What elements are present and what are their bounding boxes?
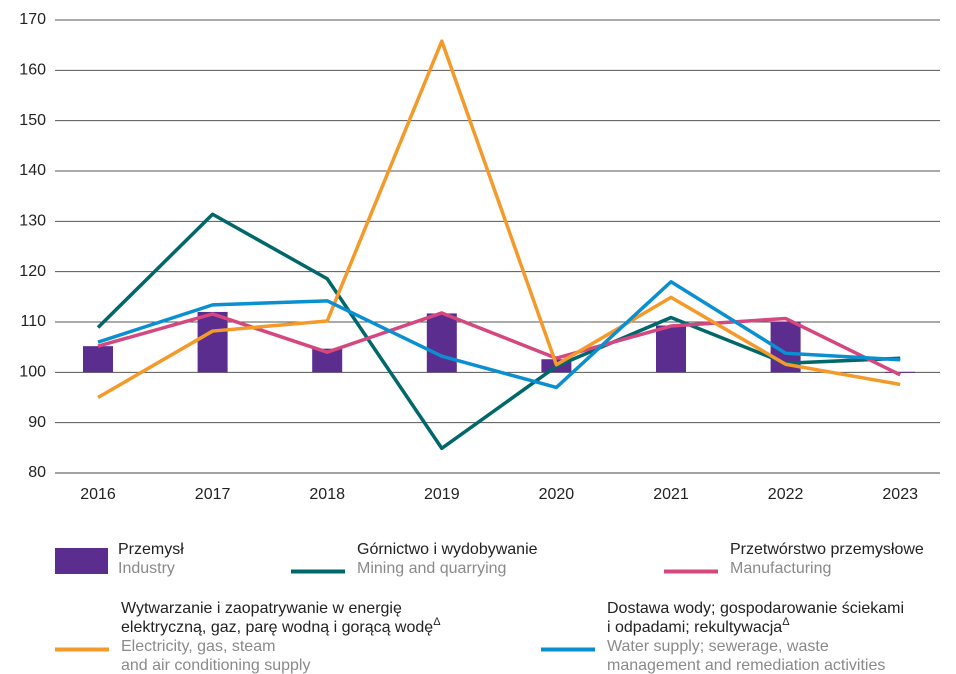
x-tick-label: 2016 [80,486,116,503]
legend-mark: Δ [433,616,441,628]
y-tick-label: 110 [20,313,46,330]
x-tick-label: 2022 [768,486,804,503]
legend-label-en: Water supply; sewerage, waste [607,638,829,655]
y-tick-label: 90 [28,414,46,431]
y-tick-label: 80 [28,464,46,481]
legend-label-en: Industry [118,560,175,577]
x-tick-label: 2023 [882,486,918,503]
y-tick-label: 170 [19,11,46,28]
x-tick-label: 2017 [195,486,231,503]
legend-label: Górnictwo i wydobywanie [357,541,538,558]
legend-label: elektryczną, gaz, parę wodną i gorącą wo… [121,616,441,636]
legend-label: Przemysł [118,541,184,558]
legend-label: Dostawa wody; gospodarowanie ściekami [607,600,904,617]
bar [197,311,228,373]
legend-mark: Δ [782,616,790,628]
legend-label-en: Electricity, gas, steam [121,638,275,655]
y-tick-label: 150 [19,112,46,129]
legend-label-en: Manufacturing [730,560,831,577]
bar [656,325,686,373]
x-tick-label: 2019 [424,486,460,503]
line-series [96,212,901,451]
line-series [97,279,901,390]
line-series [97,39,901,400]
bar [312,348,343,373]
y-tick-label: 140 [19,162,46,179]
y-tick-label: 160 [19,62,46,79]
x-tick-label: 2018 [309,486,345,503]
x-tick-label: 2021 [653,486,689,503]
y-tick-label: 120 [19,263,46,280]
legend-label-en: and air conditioning supply [121,657,310,674]
bar [426,313,457,373]
y-tick-label: 130 [19,213,46,230]
legend-label: Wytwarzanie i zaopatrywanie w energię [121,600,402,617]
legend-swatch [55,548,108,574]
legend-label: i odpadami; rekultywacjaΔ [607,616,790,636]
y-tick-label: 100 [19,364,46,381]
bar [885,371,916,373]
legend-label-en: Mining and quarrying [357,560,506,577]
x-tick-label: 2020 [539,486,575,503]
legend-label-en: management and remediation activities [607,657,885,674]
bar [83,346,113,373]
legend-label: Przetwórstwo przemysłowe [730,541,924,558]
line-series [97,311,901,377]
